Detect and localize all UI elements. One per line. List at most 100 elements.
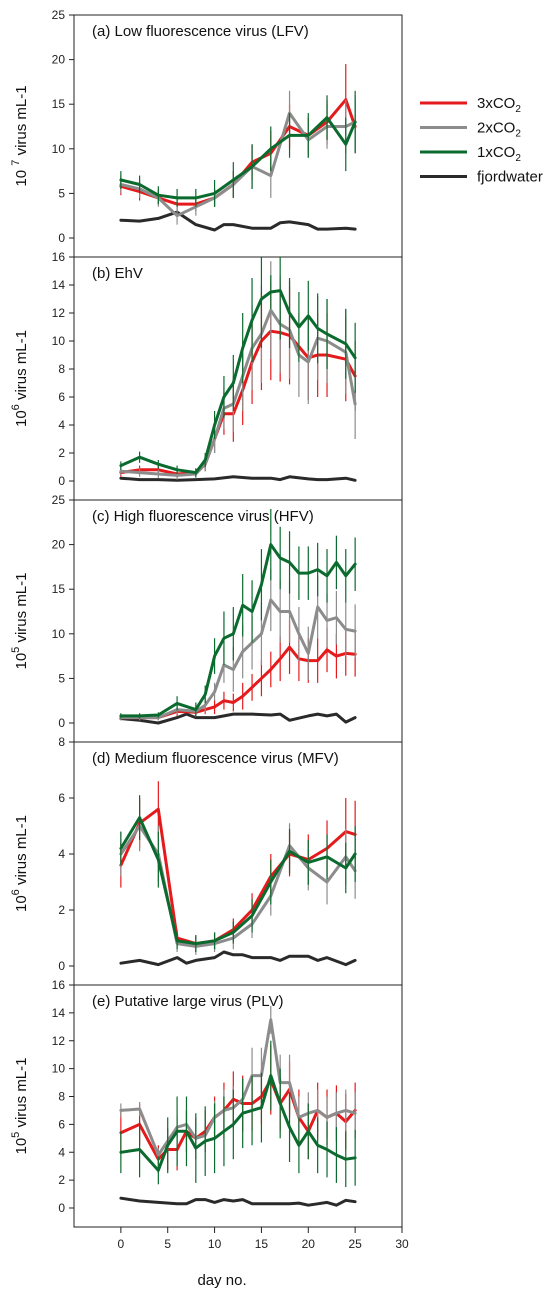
y-tick-label: 8	[58, 1090, 65, 1104]
y-label-rest: virus mL-1	[13, 330, 30, 404]
y-tick-label: 8	[58, 362, 65, 376]
y-tick-label: 4	[58, 1145, 65, 1159]
series-line-fj	[119, 475, 357, 482]
y-tick-label: 10	[52, 627, 66, 641]
x-tick-label: 5	[164, 1237, 171, 1251]
y-label-exponent: 6	[10, 889, 22, 895]
y-tick-label: 6	[58, 791, 65, 805]
y-axis-label: 105 virus mL-1	[10, 573, 30, 670]
legend-item-fj: fjordwater	[420, 169, 543, 186]
series-fj	[119, 1196, 357, 1207]
y-label-exponent: 7	[10, 160, 22, 166]
y-tick-label: 16	[52, 250, 66, 264]
series-line-1x	[119, 1074, 357, 1172]
series-line-1x	[119, 116, 357, 200]
series-line-2x	[119, 308, 357, 477]
y-tick-label: 15	[52, 97, 66, 111]
y-tick-label: 6	[58, 390, 65, 404]
y-tick-label: 2	[58, 446, 65, 460]
series-line-fj	[119, 950, 357, 967]
y-tick-label: 2	[58, 903, 65, 917]
y-tick-label: 2	[58, 1173, 65, 1187]
y-label-exponent: 5	[10, 647, 22, 653]
y-label-exponent: 5	[10, 1132, 22, 1138]
series-line-1x	[119, 816, 357, 946]
series-line-2x	[119, 111, 357, 218]
panel-title: (a) Low fluorescence virus (LFV)	[92, 23, 309, 40]
series-group	[119, 781, 357, 967]
y-tick-label: 16	[52, 978, 66, 992]
y-tick-label: 14	[52, 278, 66, 292]
y-label-rest: virus mL-1	[13, 573, 30, 647]
y-tick-label: 5	[58, 186, 65, 200]
panel-1: 0 5 10 15 20 25 (a) Low fluorescence virus (LF…	[10, 8, 403, 258]
series-group	[119, 257, 357, 482]
legend-label-subscript: 2	[515, 104, 521, 115]
x-tick-label: 0	[118, 1237, 125, 1251]
y-tick-label: 10	[52, 142, 66, 156]
y-axis-label: 10 7 virus mL-1	[10, 85, 30, 186]
legend-label: 1xCO2	[477, 144, 521, 164]
panel-title: (d) Medium fluorescence virus (MFV)	[92, 750, 339, 767]
y-tick-label: 15	[52, 582, 66, 596]
y-tick-label: 0	[58, 231, 65, 245]
series-1x	[119, 257, 357, 477]
series-group	[119, 64, 357, 232]
series-group	[119, 1005, 357, 1207]
legend-label-base: 2xCO	[477, 120, 515, 137]
series-1x	[119, 508, 357, 719]
legend-label-subscript: 2	[515, 153, 521, 164]
series-group	[119, 508, 357, 725]
legend-label-subscript: 2	[515, 129, 521, 140]
series-1x	[119, 1040, 357, 1188]
panel-title: (e) Putative large virus (PLV)	[92, 993, 283, 1010]
panel-title: (b) EhV	[92, 265, 143, 282]
panel-title: (c) High fluorescence virus (HFV)	[92, 508, 314, 525]
y-tick-label: 12	[52, 306, 66, 320]
series-line-3x	[119, 329, 357, 476]
y-axis-label: 105 virus mL-1	[10, 1058, 30, 1155]
x-tick-label: 15	[255, 1237, 269, 1251]
y-label-rest: virus mL-1	[13, 1058, 30, 1132]
y-axis-label: 106 virus mL-1	[10, 330, 30, 427]
y-label-rest: virus mL-1	[13, 85, 30, 159]
series-3x	[119, 64, 357, 212]
series-fj	[119, 712, 357, 725]
legend-label: fjordwater	[477, 169, 543, 186]
legend-label: 2xCO2	[477, 120, 521, 140]
legend-label-base: 1xCO	[477, 144, 515, 161]
y-tick-label: 0	[58, 716, 65, 730]
y-tick-label: 25	[52, 493, 66, 507]
series-line-3x	[119, 807, 357, 946]
series-line-3x	[119, 98, 357, 206]
series-line-1x	[119, 289, 357, 475]
y-tick-label: 0	[58, 1201, 65, 1215]
series-line-2x	[119, 1018, 357, 1157]
series-1x	[119, 90, 357, 207]
x-tick-label: 25	[348, 1237, 362, 1251]
y-label-base: 10	[13, 653, 30, 670]
series-3x	[119, 620, 357, 721]
y-tick-label: 14	[52, 1006, 66, 1020]
series-2x	[119, 800, 357, 955]
y-tick-label: 20	[52, 538, 66, 552]
series-3x	[119, 1044, 357, 1174]
series-1x	[119, 795, 357, 952]
y-tick-label: 0	[58, 474, 65, 488]
y-tick-label: 5	[58, 671, 65, 685]
y-tick-label: 10	[52, 334, 66, 348]
series-fj	[119, 210, 357, 232]
x-tick-label: 20	[302, 1237, 316, 1251]
legend-label-base: fjordwater	[477, 169, 543, 186]
series-2x	[119, 1005, 357, 1163]
y-tick-label: 20	[52, 53, 66, 67]
y-tick-label: 4	[58, 847, 65, 861]
series-line-1x	[119, 543, 357, 718]
y-label-base: 10	[13, 895, 30, 912]
series-3x	[119, 282, 357, 479]
legend-label: 3xCO2	[477, 95, 521, 115]
